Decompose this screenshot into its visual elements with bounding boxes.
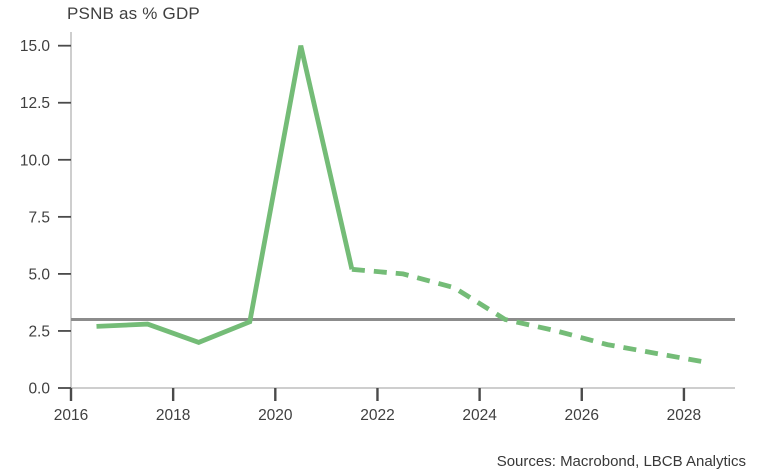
y-tick-label: 15.0	[20, 38, 51, 55]
x-tick-label: 2024	[462, 407, 497, 424]
y-tick-label: 2.5	[28, 323, 50, 340]
historical-line	[96, 45, 355, 345]
y-tick-label: 5.0	[28, 266, 50, 283]
x-tick-label: 2016	[54, 407, 88, 424]
y-tick-label: 0.0	[28, 381, 50, 398]
chart-title: PSNB as % GDP	[67, 4, 200, 23]
x-tick-label: 2026	[565, 407, 599, 424]
y-tick-label: 10.0	[20, 152, 51, 169]
x-tick-label: 2018	[156, 407, 190, 424]
y-tick-label: 7.5	[28, 209, 50, 226]
x-tick-label: 2028	[667, 407, 701, 424]
x-tick-label: 2020	[258, 407, 293, 424]
forecast-line	[351, 266, 710, 366]
source-text: Sources: Macrobond, LBCB Analytics	[496, 453, 746, 470]
x-tick-label: 2022	[360, 407, 394, 424]
line-chart: 0.0 2.5 5.0 7.5 10.0 12.5 15.0 2016 2018 2020 2022…	[20, 32, 735, 424]
y-tick-label: 12.5	[20, 95, 50, 112]
